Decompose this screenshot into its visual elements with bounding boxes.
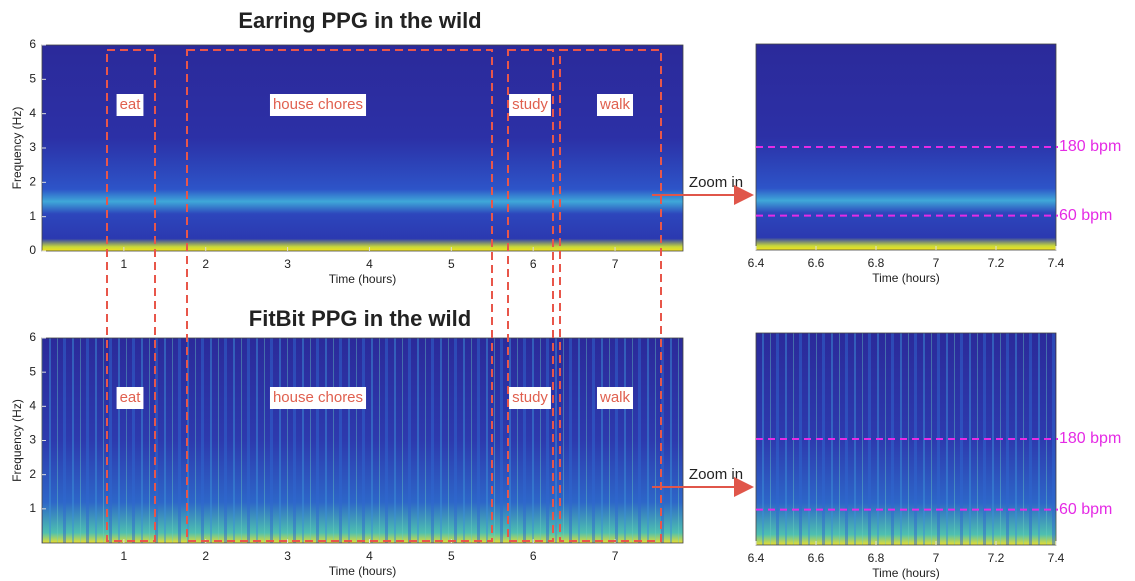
- x-tick-label: 7: [933, 551, 940, 565]
- spectrogram-texture: [42, 338, 683, 543]
- activity-label-bg: [509, 387, 551, 409]
- activity-label: eat: [120, 389, 142, 406]
- reference-label: 180 bpm: [1059, 138, 1121, 155]
- x-tick-label: 2: [202, 549, 209, 563]
- activity-label-bg: [116, 387, 144, 409]
- y-tick-label: 3: [29, 140, 36, 154]
- x-tick-label: 7.2: [988, 256, 1005, 270]
- x-tick-label: 1: [121, 257, 128, 271]
- x-tick-label: 1: [121, 549, 128, 563]
- x-tick-label: 3: [284, 549, 291, 563]
- y-tick-label: 3: [29, 433, 36, 447]
- y-tick-label: 2: [29, 175, 36, 189]
- x-tick-label: 6.6: [808, 551, 825, 565]
- y-axis-label: Frequency (Hz): [10, 399, 24, 482]
- y-axis-label: Frequency (Hz): [10, 107, 24, 190]
- x-tick-label: 5: [448, 257, 455, 271]
- activity-boxes: [106, 49, 662, 542]
- activity-label: study: [512, 389, 548, 406]
- x-axis-label: Time (hours): [872, 566, 940, 580]
- x-tick-label: 6.4: [748, 551, 765, 565]
- chart-title: Earring PPG in the wild: [238, 8, 481, 33]
- spectrogram: [42, 45, 683, 251]
- x-tick-label: 4: [366, 257, 373, 271]
- chart-title: FitBit PPG in the wild: [249, 306, 471, 331]
- activity-label-bg: [509, 94, 551, 116]
- y-tick-label: 6: [29, 330, 36, 344]
- y-tick-label: 5: [29, 364, 36, 378]
- reference-label: 60 bpm: [1059, 207, 1112, 224]
- y-tick-label: 2: [29, 467, 36, 481]
- x-tick-label: 6: [530, 549, 537, 563]
- plots: 1 2 3 4 5 6 7 0 1 2 3 4 5 6 Time (hours) Frequency (Hz)…: [10, 8, 1121, 580]
- y-tick-label: 5: [29, 72, 36, 86]
- y-tick-label: 1: [29, 209, 36, 223]
- reference-label: 60 bpm: [1059, 501, 1112, 518]
- activity-box: [559, 49, 662, 542]
- x-axis-label: Time (hours): [872, 271, 940, 285]
- x-tick-label: 6.8: [868, 551, 885, 565]
- reference-label: 180 bpm: [1059, 430, 1121, 447]
- y-tick-label: 0: [29, 243, 36, 257]
- activity-box: [507, 49, 554, 542]
- zoom-label: Zoom in: [689, 466, 743, 483]
- x-axis-label: Time (hours): [329, 272, 397, 286]
- activity-label: house chores: [273, 96, 363, 113]
- x-tick-label: 6.6: [808, 256, 825, 270]
- activity-label-bg: [596, 387, 634, 409]
- x-tick-label: 5: [448, 549, 455, 563]
- x-tick-label: 7.2: [988, 551, 1005, 565]
- y-tick-label: 1: [29, 501, 36, 515]
- x-tick-label: 4: [366, 549, 373, 563]
- activity-box: [106, 49, 156, 542]
- x-tick-label: 6: [530, 257, 537, 271]
- x-tick-label: 7: [612, 257, 619, 271]
- x-tick-label: 2: [202, 257, 209, 271]
- activity-box: [186, 49, 493, 542]
- x-tick-label: 6.4: [748, 256, 765, 270]
- x-axis-label: Time (hours): [329, 564, 397, 578]
- y-tick-label: 4: [29, 399, 36, 413]
- x-tick-label: 7: [612, 549, 619, 563]
- activity-label: eat: [120, 96, 142, 113]
- x-tick-label: 3: [284, 257, 291, 271]
- x-tick-label: 6.8: [868, 256, 885, 270]
- activity-label: walk: [599, 389, 631, 406]
- activity-label: walk: [599, 96, 631, 113]
- x-tick-label: 7: [933, 256, 940, 270]
- y-tick-label: 4: [29, 106, 36, 120]
- x-tick-label: 7.4: [1048, 551, 1065, 565]
- y-tick-label: 6: [29, 37, 36, 51]
- activity-label: study: [512, 96, 548, 113]
- activity-label: house chores: [273, 389, 363, 406]
- activity-label-bg: [269, 387, 367, 409]
- activity-label-bg: [116, 94, 144, 116]
- activity-label-bg: [269, 94, 367, 116]
- activity-label-bg: [596, 94, 634, 116]
- x-tick-label: 7.4: [1048, 256, 1065, 270]
- zoom-label: Zoom in: [689, 174, 743, 191]
